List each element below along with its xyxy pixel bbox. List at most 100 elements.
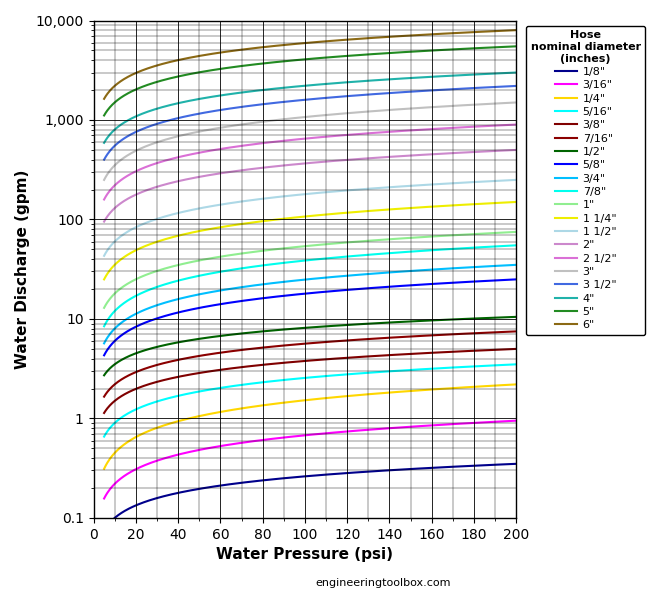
5/8"	[502, 276, 510, 283]
3/16"	[298, 432, 306, 439]
1/4"	[298, 397, 306, 404]
1 1/4"	[502, 199, 510, 206]
5/8"	[512, 276, 520, 283]
3 1/2"	[512, 82, 520, 90]
Line: 3/4": 3/4"	[104, 265, 516, 343]
Line: 1 1/4": 1 1/4"	[104, 202, 516, 279]
2"	[438, 150, 446, 157]
5/8"	[438, 280, 446, 287]
1/8"	[438, 464, 446, 471]
Line: 1/4": 1/4"	[104, 385, 516, 469]
1 1/4"	[346, 209, 354, 216]
1/2"	[296, 325, 304, 332]
Line: 1 1/2": 1 1/2"	[104, 180, 516, 256]
3/8"	[346, 354, 354, 361]
2 1/2"	[298, 135, 306, 143]
7/16"	[512, 328, 520, 335]
1"	[346, 239, 354, 246]
3/4"	[438, 266, 446, 273]
7/16"	[346, 337, 354, 344]
3/8"	[100, 409, 108, 416]
1 1/4"	[100, 276, 108, 283]
3"	[100, 176, 108, 183]
Line: 7/8": 7/8"	[104, 245, 516, 326]
3/8"	[298, 358, 306, 365]
7/16"	[502, 328, 510, 335]
4"	[346, 78, 354, 85]
1"	[512, 229, 520, 236]
1"	[323, 240, 331, 247]
7/8"	[100, 323, 108, 330]
X-axis label: Water Pressure (psi): Water Pressure (psi)	[216, 547, 393, 562]
Line: 3/16": 3/16"	[104, 421, 516, 498]
7/8"	[296, 257, 304, 264]
3/4"	[346, 272, 354, 279]
1/2"	[502, 314, 510, 321]
1 1/2"	[323, 188, 331, 196]
1 1/4"	[438, 203, 446, 210]
Line: 1/8": 1/8"	[104, 464, 516, 531]
5"	[298, 56, 306, 63]
3/16"	[512, 417, 520, 424]
7/16"	[438, 331, 446, 338]
4"	[296, 82, 304, 90]
3/16"	[438, 421, 446, 428]
3/16"	[323, 429, 331, 436]
3/8"	[323, 356, 331, 363]
5/16"	[502, 361, 510, 368]
3 1/2"	[323, 94, 331, 101]
4"	[438, 72, 446, 80]
3 1/2"	[438, 86, 446, 93]
Line: 3 1/2": 3 1/2"	[104, 86, 516, 160]
3/16"	[502, 418, 510, 425]
2 1/2"	[323, 133, 331, 140]
4"	[502, 70, 510, 77]
6"	[512, 27, 520, 34]
2"	[502, 147, 510, 154]
3/16"	[100, 495, 108, 502]
5/8"	[323, 288, 331, 295]
1 1/2"	[346, 187, 354, 194]
2"	[346, 156, 354, 163]
7/8"	[298, 257, 306, 264]
1/8"	[502, 461, 510, 468]
1"	[298, 243, 306, 250]
5"	[100, 112, 108, 119]
7/8"	[438, 246, 446, 253]
6"	[296, 40, 304, 47]
6"	[100, 95, 108, 102]
1/8"	[512, 460, 520, 467]
6"	[438, 30, 446, 37]
7/16"	[323, 338, 331, 345]
1/4"	[438, 385, 446, 392]
1"	[502, 229, 510, 236]
5/16"	[100, 433, 108, 440]
3/8"	[438, 349, 446, 356]
3"	[298, 114, 306, 121]
3/4"	[298, 276, 306, 283]
3 1/2"	[296, 97, 304, 104]
3/16"	[346, 428, 354, 435]
5/8"	[298, 290, 306, 297]
2 1/2"	[100, 196, 108, 203]
Line: 2": 2"	[104, 150, 516, 221]
2 1/2"	[296, 135, 304, 143]
1 1/2"	[438, 180, 446, 187]
1/8"	[346, 469, 354, 477]
4"	[100, 140, 108, 147]
5/16"	[323, 372, 331, 379]
1"	[296, 243, 304, 250]
1/2"	[298, 325, 306, 332]
4"	[512, 69, 520, 76]
1"	[100, 305, 108, 312]
1 1/2"	[298, 191, 306, 198]
5"	[296, 56, 304, 63]
7/8"	[323, 255, 331, 262]
5/16"	[512, 361, 520, 368]
1 1/4"	[296, 213, 304, 220]
2 1/2"	[346, 131, 354, 138]
Line: 6": 6"	[104, 30, 516, 99]
1 1/4"	[512, 198, 520, 206]
3"	[438, 103, 446, 110]
5"	[323, 54, 331, 61]
